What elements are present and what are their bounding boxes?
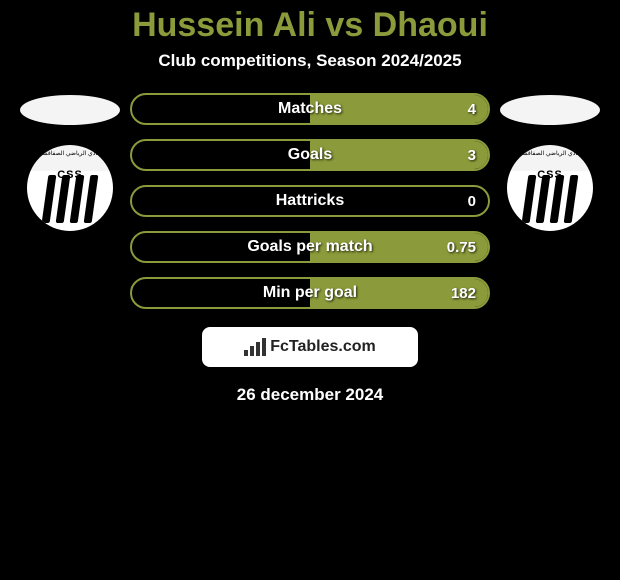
stripe-icon bbox=[536, 175, 551, 223]
bar-icon bbox=[256, 342, 260, 356]
badge-initials: CSS bbox=[27, 169, 113, 181]
stat-label: Goals bbox=[132, 141, 488, 169]
stat-row: Goals3 bbox=[130, 139, 490, 171]
stat-label: Matches bbox=[132, 95, 488, 123]
stat-value-right: 3 bbox=[468, 141, 476, 169]
left-club-badge-icon: النادي الرياضي الصفاقسي CSS bbox=[27, 145, 113, 231]
page-title: Hussein Ali vs Dhaoui bbox=[0, 0, 620, 51]
badge-arabic: النادي الرياضي الصفاقسي bbox=[27, 150, 113, 157]
stripe-icon bbox=[56, 175, 71, 223]
brand-text: FcTables.com bbox=[270, 338, 376, 356]
stripe-icon bbox=[564, 175, 579, 223]
brand-box: FcTables.com bbox=[202, 327, 418, 367]
page-subtitle: Club competitions, Season 2024/2025 bbox=[0, 51, 620, 85]
stat-row: Min per goal182 bbox=[130, 277, 490, 309]
stat-value-right: 0 bbox=[468, 187, 476, 215]
left-column: النادي الرياضي الصفاقسي CSS bbox=[20, 85, 120, 231]
date-line: 26 december 2024 bbox=[0, 385, 620, 405]
stripe-icon bbox=[550, 175, 565, 223]
stripe-icon bbox=[42, 175, 57, 223]
bar-icon bbox=[250, 346, 254, 356]
bar-icon bbox=[262, 338, 266, 356]
stripe-icon bbox=[70, 175, 85, 223]
stripe-icon bbox=[84, 175, 99, 223]
stat-value-right: 4 bbox=[468, 95, 476, 123]
badge-arabic: النادي الرياضي الصفاقسي bbox=[507, 150, 593, 157]
right-flag-icon bbox=[500, 95, 600, 125]
stat-row: Matches4 bbox=[130, 93, 490, 125]
badge-top bbox=[27, 145, 113, 171]
bars-icon bbox=[244, 338, 266, 356]
main-row: النادي الرياضي الصفاقسي CSS Matches4 Goal… bbox=[0, 85, 620, 309]
stat-value-right: 0.75 bbox=[447, 233, 476, 261]
stat-value-right: 182 bbox=[451, 279, 476, 307]
stat-label: Goals per match bbox=[132, 233, 488, 261]
right-club-badge-icon: النادي الرياضي الصفاقسي CSS bbox=[507, 145, 593, 231]
stat-row: Hattricks0 bbox=[130, 185, 490, 217]
stat-label: Hattricks bbox=[132, 187, 488, 215]
badge-initials: CSS bbox=[507, 169, 593, 181]
right-column: النادي الرياضي الصفاقسي CSS bbox=[500, 85, 600, 231]
bar-icon bbox=[244, 350, 248, 356]
badge-top bbox=[507, 145, 593, 171]
left-flag-icon bbox=[20, 95, 120, 125]
stats-column: Matches4Goals3Hattricks0Goals per match0… bbox=[130, 85, 490, 309]
stat-row: Goals per match0.75 bbox=[130, 231, 490, 263]
stat-label: Min per goal bbox=[132, 279, 488, 307]
stripe-icon bbox=[522, 175, 537, 223]
